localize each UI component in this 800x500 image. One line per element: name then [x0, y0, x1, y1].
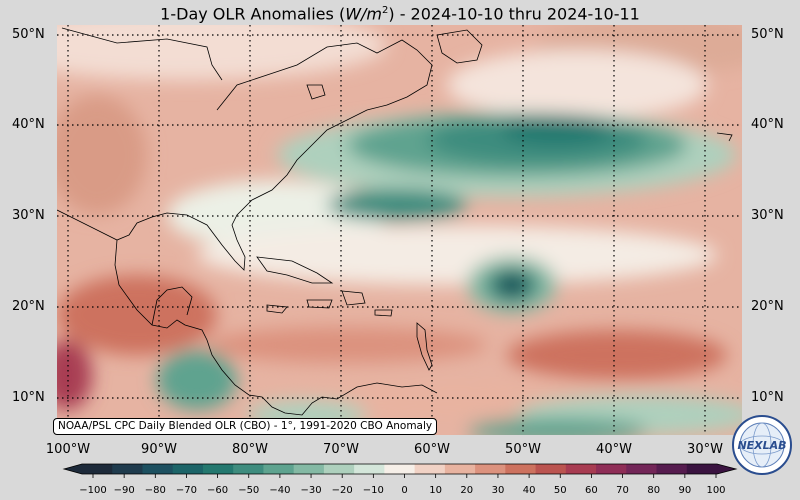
colorbar-swatch: [414, 464, 446, 474]
colorbar-swatch: [505, 464, 537, 474]
colorbar-swatch: [444, 464, 476, 474]
coastlines: [57, 27, 733, 416]
colorbar-swatch: [384, 464, 416, 474]
olr-anomaly-map: [57, 25, 742, 435]
lat-label-40n-right: 40°N: [751, 117, 784, 132]
logo-text: NEXLAB: [737, 439, 786, 452]
lon-label-90w: 90°W: [141, 442, 177, 457]
colorbar-tick-label: −80: [145, 485, 166, 496]
lon-label-70w: 70°W: [323, 442, 359, 457]
lat-label-30n-left: 30°N: [12, 208, 45, 223]
lat-label-30n-right: 30°N: [751, 208, 784, 223]
lat-label-10n-right: 10°N: [751, 390, 784, 405]
graticule: [57, 25, 742, 435]
colorbar-tick-label: 20: [460, 485, 473, 496]
lat-label-20n-left: 20°N: [12, 299, 45, 314]
colorbar-swatch: [686, 464, 718, 474]
lat-label-10n-left: 10°N: [12, 390, 45, 405]
colorbar-tick-label: 80: [647, 485, 660, 496]
colorbar-tick-label: −40: [269, 485, 290, 496]
colorbar-swatch: [354, 464, 385, 474]
colorbar-swatch: [293, 464, 325, 474]
colorbar-tick-label: −20: [332, 485, 353, 496]
lat-label-50n-right: 50°N: [751, 27, 784, 42]
colorbar-tick-label: 40: [523, 485, 536, 496]
colorbar-swatch: [535, 464, 567, 474]
colorbar: −100 −90 −80 −70 −60 −50 −40 −30 −20 −10 0 10 20 30 40…: [62, 463, 738, 496]
colorbar-extend-max: [717, 464, 736, 474]
map-title: 1-Day OLR Anomalies (W/m2) - 2024-10-10 …: [160, 4, 640, 24]
lon-label-40w: 40°W: [596, 442, 632, 457]
colorbar-tick-label: 10: [429, 485, 442, 496]
colorbar-tick-label: 70: [616, 485, 629, 496]
lon-label-80w: 80°W: [232, 442, 268, 457]
colorbar-swatch: [82, 464, 113, 474]
colorbar-outline: [62, 463, 738, 475]
colorbar-swatch: [596, 464, 627, 474]
colorbar-tick-label: 30: [492, 485, 505, 496]
colorbar-swatch: [626, 464, 658, 474]
lon-label-50w: 50°W: [505, 442, 541, 457]
colorbar-tick-label: −70: [176, 485, 197, 496]
colorbar-tick-label: −30: [300, 485, 321, 496]
colorbar-extend-min: [64, 464, 82, 474]
colorbar-swatch: [142, 464, 174, 474]
colorbar-swatch: [233, 464, 265, 474]
colorbar-swatch: [202, 464, 234, 474]
anomaly-field: [57, 25, 742, 435]
colorbar-swatch: [565, 464, 597, 474]
colorbar-tick-label: −50: [238, 485, 259, 496]
colorbar-tick-label: 0: [401, 485, 407, 496]
colorbar-swatch: [323, 464, 355, 474]
colorbar-tick-label: −60: [207, 485, 228, 496]
colorbar-swatch: [656, 464, 688, 474]
colorbar-swatch: [263, 464, 295, 474]
lat-label-20n-right: 20°N: [751, 299, 784, 314]
lon-label-60w: 60°W: [414, 442, 450, 457]
lat-label-50n-left: 50°N: [12, 27, 45, 42]
colorbar-tick-label: 50: [554, 485, 567, 496]
colorbar-tick-label: 60: [585, 485, 598, 496]
colorbar-tick-label: 100: [706, 485, 725, 496]
nexlab-globe-logo: NEXLAB: [732, 415, 792, 475]
colorbar-tick-label: 90: [678, 485, 691, 496]
colorbar-tick-label: −10: [363, 485, 384, 496]
colorbar-swatch: [112, 464, 144, 474]
lat-label-40n-left: 40°N: [12, 117, 45, 132]
data-source-label: NOAA/PSL CPC Daily Blended OLR (CBO) - 1…: [53, 418, 438, 435]
colorbar-swatch: [475, 464, 506, 474]
colorbar-tick-label: −90: [114, 485, 135, 496]
colorbar-tick-label: −100: [79, 485, 106, 496]
lon-label-100w: 100°W: [45, 442, 91, 457]
lon-label-30w: 30°W: [687, 442, 723, 457]
colorbar-swatch: [172, 464, 204, 474]
